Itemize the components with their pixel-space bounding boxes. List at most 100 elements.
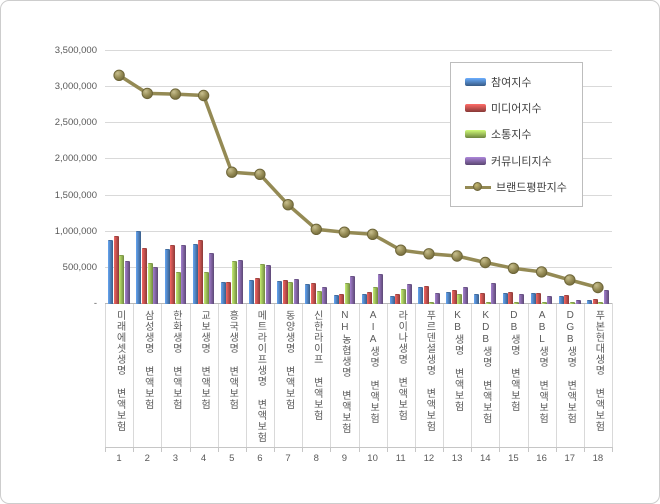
community-index-bar [519, 294, 525, 304]
community-index-bar [350, 275, 356, 304]
participation-index-bar [305, 283, 311, 304]
category-label: AIA생명 변액보험 [367, 310, 379, 424]
brand-reputation-index-marker [169, 88, 182, 100]
participation-index-bar [361, 294, 367, 304]
participation-index-bar [220, 281, 226, 304]
brand-reputation-index-marker [254, 168, 266, 181]
community-index-bar [462, 287, 468, 304]
community-index-bar [434, 292, 440, 304]
category-label: 신한라이프 변액보험 [311, 310, 323, 421]
participation-index-bar [389, 295, 395, 304]
rank-label: 17 [564, 453, 576, 464]
communication-index-bar [457, 293, 463, 304]
community-index-bar [406, 284, 412, 304]
media-index-bar [282, 279, 288, 304]
community-index-bar [237, 259, 243, 304]
category-label: KB생명 변액보험 [452, 310, 464, 412]
communication-index-bar [429, 301, 435, 304]
category-cell: KB생명 변액보험 [443, 303, 471, 447]
y-tick-label: 3,500,000 [54, 45, 97, 56]
category-cell: DGB생명 변액보험 [556, 303, 584, 447]
community-index-bar [603, 289, 609, 304]
category-cell: 메트라이프생명 변액보험 [246, 303, 274, 447]
category-separator [330, 303, 332, 447]
brand-reputation-index-legend-swatch [465, 181, 491, 192]
participation-index-bar [446, 291, 452, 304]
media-index-bar [198, 240, 204, 304]
rank-tick [105, 447, 106, 452]
communication-index-bar [570, 302, 576, 304]
communication-index-bar [119, 254, 125, 304]
legend-marker-dot [473, 181, 482, 191]
rank-label: 3 [172, 453, 179, 464]
rank-tick [189, 447, 191, 452]
participation-index-bar [249, 279, 255, 304]
legend-item-communication-index: 소통지수 [465, 126, 582, 142]
media-index-bar [479, 292, 485, 304]
category-separator [217, 303, 219, 447]
communication-index-bar [344, 283, 350, 304]
communication-index-bar [401, 289, 407, 304]
media-index-bar [592, 299, 598, 304]
rank-label: 12 [423, 453, 435, 464]
legend-item-media-index: 미디어지수 [465, 100, 582, 116]
category-cell: 동양생명 변액보험 [274, 303, 302, 447]
category-separator [358, 303, 360, 447]
brand-reputation-index-marker [338, 226, 351, 238]
community-index-bar [378, 274, 384, 304]
rank-tick [302, 447, 304, 452]
brand-reputation-index-marker [564, 274, 576, 286]
participation-index-bar [502, 293, 508, 304]
community-index-bar [181, 245, 187, 304]
rank-label: 16 [536, 453, 547, 464]
y-tick-label: 1,000,000 [54, 225, 97, 237]
rank-label: 5 [229, 453, 235, 464]
category-label: DB생명 변액보험 [508, 310, 520, 412]
rank-label: 14 [479, 453, 491, 464]
participation-index-legend-swatch [465, 78, 486, 87]
category-cell: 라이나생명 변액보험 [387, 303, 415, 447]
community-index-bar [124, 261, 130, 304]
brand-reputation-index-marker [197, 89, 210, 102]
media-index-bar [141, 248, 147, 304]
rank-label: 10 [367, 453, 378, 464]
brand-reputation-index-marker [113, 69, 125, 81]
category-separator [105, 303, 106, 447]
category-cell: 푸본현대생명 변액보험 [584, 303, 612, 447]
media-index-bar [508, 291, 514, 304]
rank-tick [471, 447, 473, 452]
rank-label: 6 [257, 453, 263, 464]
community-index-bar [293, 278, 299, 304]
rank-tick [612, 447, 613, 452]
participation-index-bar [587, 300, 593, 304]
brand-reputation-index-marker [507, 262, 520, 275]
category-cell: 한화생명 변액보험 [161, 303, 189, 447]
y-tick-label: 3,000,000 [54, 81, 97, 93]
participation-index-bar [277, 280, 283, 304]
participation-index-bar [136, 231, 142, 304]
y-gridline [105, 230, 612, 232]
community-index-bar [153, 266, 159, 304]
category-label: 흥국생명 변액보험 [226, 310, 238, 410]
category-separator [302, 303, 304, 447]
rank-tick [330, 447, 332, 452]
rank-tick [217, 447, 219, 452]
category-label: 푸본현대생명 변액보험 [592, 310, 604, 432]
brand-reputation-index-marker [310, 223, 323, 236]
rank-tick [133, 447, 135, 452]
media-index-bar [564, 295, 570, 304]
category-cell: 미래에셋생명 변액보험 [105, 303, 133, 447]
rank-tick [358, 447, 360, 452]
category-separator [133, 303, 135, 447]
brand-reputation-index-marker [451, 250, 463, 262]
communication-index-bar [598, 302, 604, 304]
rank-tick [245, 447, 247, 452]
category-cell: 흥국생명 변액보험 [218, 303, 246, 447]
category-cell: AIA생명 변액보험 [359, 303, 387, 447]
legend-item-participation-index: 참여지수 [465, 74, 582, 90]
brand-reputation-index-marker [423, 248, 435, 260]
category-label: 삼성생명 변액보험 [142, 310, 154, 410]
participation-index-bar [192, 244, 198, 304]
category-separator [583, 303, 585, 447]
